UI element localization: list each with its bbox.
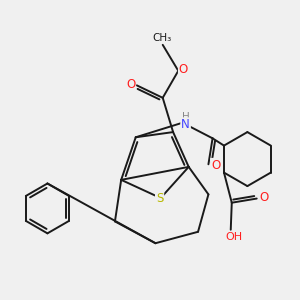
Text: CH₃: CH₃ — [152, 33, 171, 43]
Text: O: O — [126, 78, 135, 91]
Text: S: S — [156, 191, 163, 205]
Text: O: O — [259, 191, 268, 204]
Text: O: O — [211, 159, 220, 172]
Text: O: O — [179, 63, 188, 76]
Text: N: N — [181, 118, 190, 131]
Text: OH: OH — [225, 232, 242, 242]
Text: H: H — [182, 112, 189, 122]
